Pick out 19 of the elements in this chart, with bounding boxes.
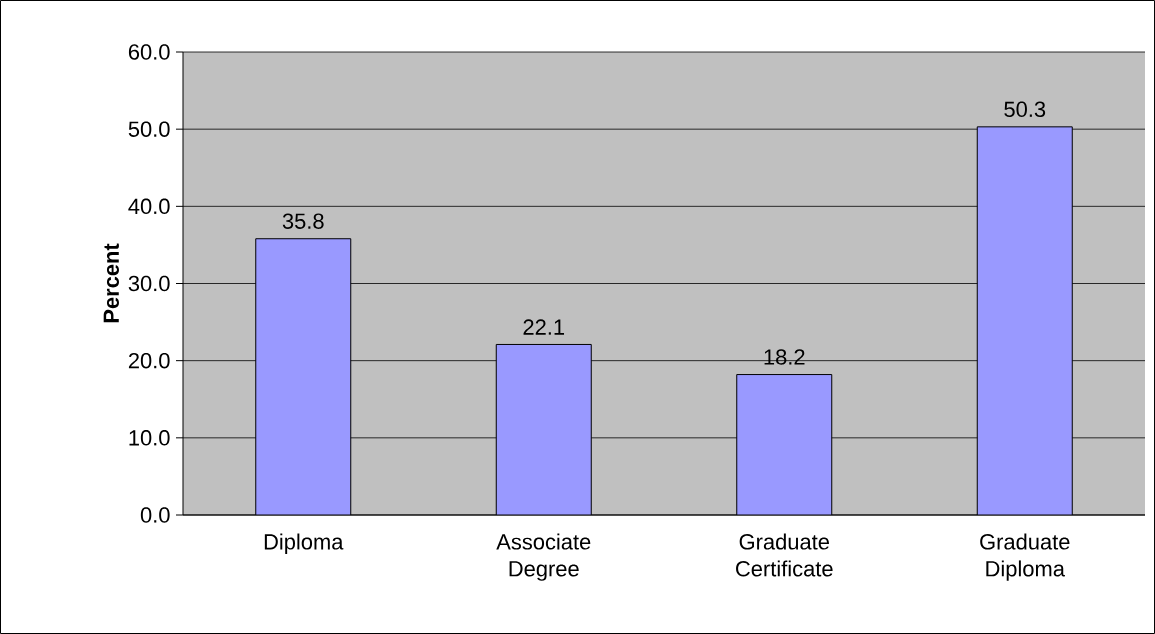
- y-tick-label: 40.0: [128, 198, 170, 215]
- data-label: 50.3: [1004, 101, 1046, 118]
- y-tick-label: 0.0: [140, 507, 170, 523]
- x-tick-label: Graduate Certificate: [736, 533, 833, 577]
- data-label: 22.1: [523, 319, 565, 335]
- bar: [495, 343, 592, 515]
- x-tick-label: Associate Degree: [496, 533, 591, 581]
- y-axis-title: Percent: [103, 243, 119, 323]
- data-label: 35.8: [282, 213, 324, 229]
- bar: [255, 238, 352, 515]
- y-tick-label: 20.0: [128, 352, 170, 369]
- y-tick-label: 60.0: [128, 44, 170, 60]
- y-tick-label: 50.0: [128, 121, 170, 137]
- x-tick-label: Diploma: [264, 533, 344, 554]
- bar: [976, 126, 1073, 515]
- y-tick-label: 10.0: [129, 430, 170, 446]
- y-tick-label: 30.0: [128, 275, 170, 292]
- x-tick-label: Graduate Diploma: [980, 533, 1070, 581]
- bar: [736, 374, 833, 515]
